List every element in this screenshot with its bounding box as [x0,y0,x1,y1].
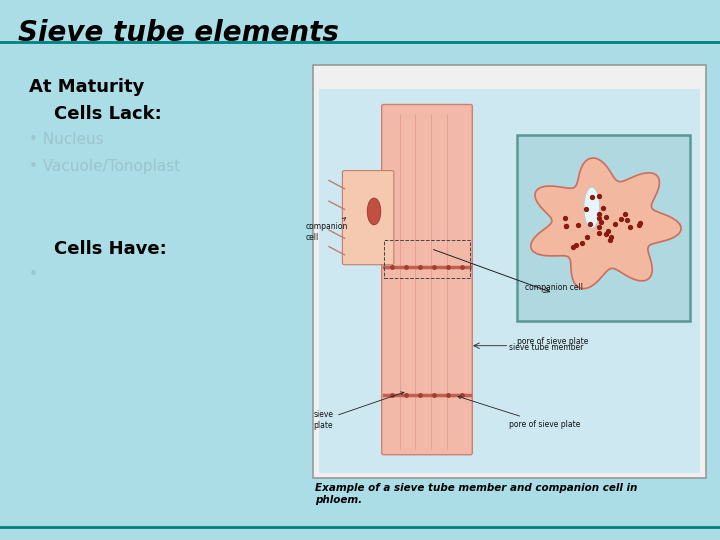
FancyBboxPatch shape [382,105,472,455]
Text: pore of sieve plate: pore of sieve plate [517,337,589,346]
Bar [384,240,470,278]
Text: Sieve tube elements: Sieve tube elements [18,19,339,47]
Text: • Vacuole/Tonoplast: • Vacuole/Tonoplast [29,159,180,174]
Text: Example of a sieve tube member and companion cell in
phloem.: Example of a sieve tube member and compa… [315,483,638,505]
Ellipse shape [584,187,600,228]
Text: Cells Lack:: Cells Lack: [29,105,161,123]
Bar [319,89,700,472]
Bar [517,135,690,321]
Text: companion
cell: companion cell [305,218,348,242]
Ellipse shape [367,198,381,225]
Text: Cells Have:: Cells Have: [29,240,166,258]
Bar [313,65,706,478]
Text: At Maturity: At Maturity [29,78,144,96]
Text: sieve tube member: sieve tube member [510,343,584,352]
Text: companion cell: companion cell [525,284,583,292]
Text: •: • [29,267,37,282]
Text: • Nucleus: • Nucleus [29,132,104,147]
Text: pore of sieve plate: pore of sieve plate [458,396,581,429]
Polygon shape [531,158,681,289]
Text: sieve
plate: sieve plate [313,392,404,430]
FancyBboxPatch shape [343,171,394,265]
